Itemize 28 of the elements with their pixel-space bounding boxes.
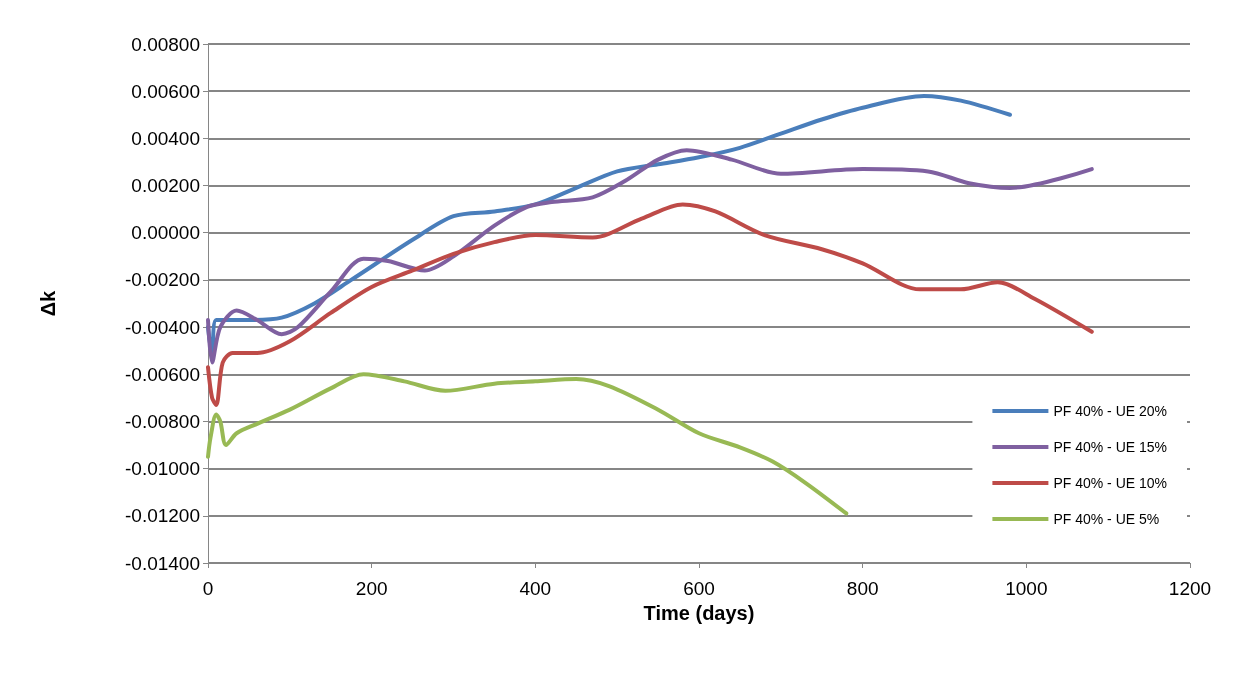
y-tick-label: -0.00800 [124, 410, 200, 432]
line-series [206, 148, 1094, 365]
y-tick-label: -0.00200 [124, 269, 200, 291]
y-tick-label: 0.00200 [131, 175, 200, 197]
y-tick-label: 0.00400 [131, 127, 200, 149]
legend-label: PF 40% - UE 20% [1053, 403, 1168, 419]
y-tick-label: -0.00600 [124, 363, 200, 385]
x-tick-label: 400 [519, 578, 552, 599]
x-tick-label: 800 [846, 578, 879, 599]
line-series [206, 372, 849, 516]
legend-label: PF 40% - UE 10% [1053, 475, 1168, 491]
y-axis-title: Δk [37, 289, 59, 317]
y-tick-label: -0.01000 [124, 458, 200, 480]
x-tick-label: 200 [355, 578, 388, 599]
line-series [206, 202, 1094, 407]
x-tick-label: 1200 [1168, 578, 1212, 599]
x-tick-label: 1000 [1005, 578, 1048, 599]
y-tick-label: 0.00800 [131, 33, 200, 55]
y-tick-label: -0.01200 [124, 505, 200, 527]
x-tick-label: 0 [202, 578, 214, 599]
y-tick-label: 0.00000 [131, 222, 200, 244]
y-tick-label: 0.00600 [131, 80, 200, 102]
legend-label: PF 40% - UE 5% [1053, 511, 1160, 527]
y-tick-label: -0.01400 [124, 552, 200, 574]
x-axis-title: Time (days) [643, 602, 755, 624]
x-tick-label: 600 [683, 578, 715, 599]
y-tick-label: -0.00400 [124, 316, 200, 338]
legend-label: PF 40% - UE 15% [1053, 439, 1168, 455]
